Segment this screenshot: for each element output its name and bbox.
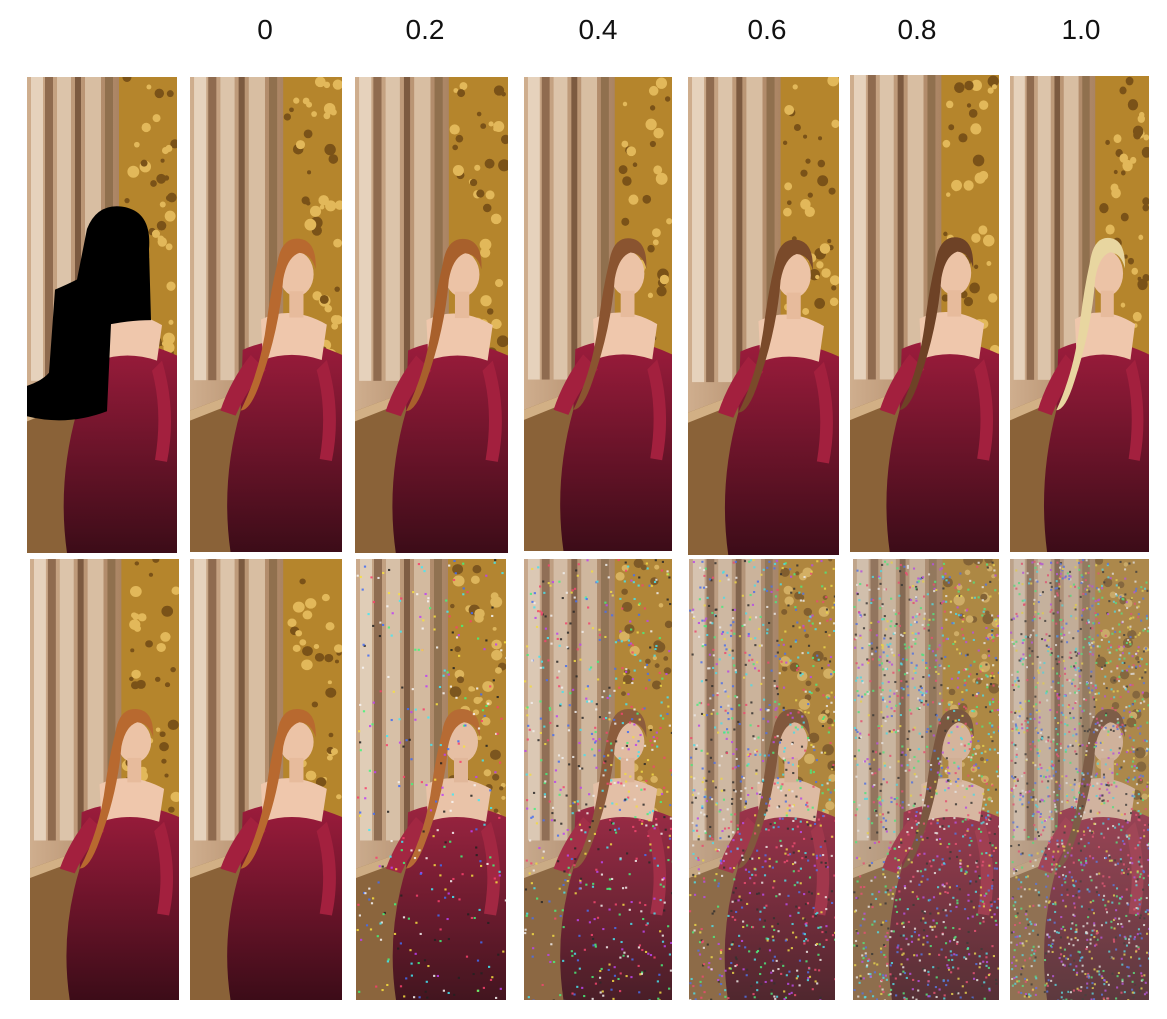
noised-panel-0.8 bbox=[853, 559, 999, 1000]
noised-panel-original bbox=[30, 559, 179, 1000]
edited-panel-masked-input bbox=[27, 77, 177, 553]
noised-panel-0.6 bbox=[689, 559, 835, 1000]
edited-panel-0 bbox=[190, 77, 342, 552]
column-label-0.2: 0.2 bbox=[405, 14, 445, 45]
edited-panel-0.8 bbox=[850, 75, 999, 552]
edited-panel-0.6 bbox=[688, 77, 839, 555]
edited-panel-0.4 bbox=[524, 77, 672, 551]
column-label-1.0: 1.0 bbox=[1061, 14, 1101, 45]
noised-panel-1.0 bbox=[1010, 559, 1149, 1000]
noised-panel-0.2 bbox=[356, 559, 506, 1000]
column-label-0.4: 0.4 bbox=[578, 14, 618, 45]
column-label-0: 0 bbox=[257, 14, 273, 45]
edited-panel-1.0 bbox=[1010, 76, 1149, 552]
edited-panel-0.2 bbox=[355, 77, 508, 553]
noised-panel-0.4 bbox=[524, 559, 672, 1000]
column-label-0.8: 0.8 bbox=[897, 14, 937, 45]
noised-panel-0 bbox=[190, 559, 342, 1000]
column-label-0.6: 0.6 bbox=[747, 14, 787, 45]
